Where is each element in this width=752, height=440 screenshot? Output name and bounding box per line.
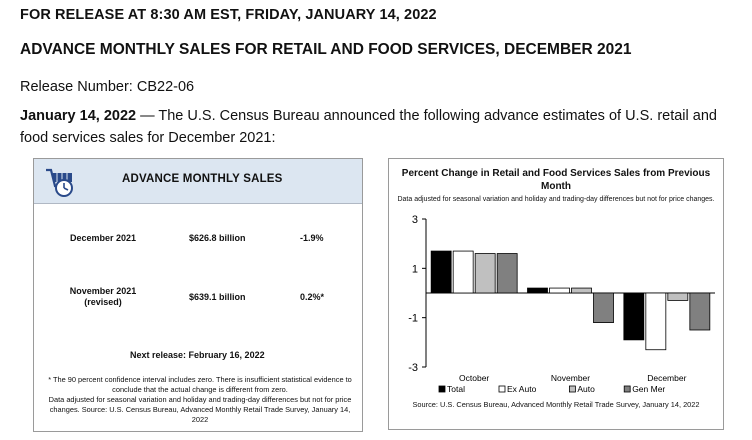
chart-source: Source: U.S. Census Bureau, Advanced Mon…	[412, 400, 700, 409]
shopping-cart-clock-icon	[46, 168, 73, 197]
release-line: FOR RELEASE AT 8:30 AM EST, FRIDAY, JANU…	[20, 7, 437, 23]
footnote-confidence: * The 90 percent confidence interval inc…	[48, 375, 352, 394]
row-label-december: December 2021	[58, 233, 148, 244]
bar-total-december	[623, 292, 645, 341]
legend-label: Gen Mer	[632, 384, 665, 394]
y-tick-label: 3	[412, 214, 418, 226]
row-label-november: November 2021 (revised)	[58, 286, 148, 308]
bar-auto-december	[667, 292, 689, 301]
row-change-december: -1.9%	[300, 233, 324, 243]
bar-auto-october	[474, 253, 496, 294]
bar-ex-auto-december	[645, 292, 667, 351]
bar-ex-auto-november	[549, 287, 570, 294]
row-label-line2: (revised)	[84, 297, 122, 307]
y-tick-label: 1	[412, 263, 418, 275]
y-tick-label: -3	[408, 362, 418, 374]
legend-swatch	[568, 385, 576, 393]
bar-total-november	[527, 287, 548, 294]
row-amount-december: $626.8 billion	[189, 233, 246, 243]
chart-box: Percent Change in Retail and Food Servic…	[388, 158, 724, 430]
x-category-label: October	[459, 373, 489, 383]
row-change-november: 0.2%*	[300, 292, 325, 302]
row-label-line1: December 2021	[69, 233, 137, 243]
bar-chart: 3 1 -1 -3 October November December Total Ex Aut…	[408, 214, 715, 394]
legend-label: Auto	[577, 384, 595, 394]
sales-box-header: ADVANCE MONTHLY SALES	[34, 159, 362, 204]
page-title: ADVANCE MONTHLY SALES FOR RETAIL AND FOO…	[20, 41, 632, 58]
legend-swatch	[438, 385, 446, 393]
sales-box-title: ADVANCE MONTHLY SALES	[122, 173, 283, 185]
x-category-label: November	[551, 373, 590, 383]
legend-swatch	[623, 385, 631, 393]
legend-swatch	[498, 385, 506, 393]
bar-gen-mer-november	[593, 292, 614, 324]
legend-label: Ex Auto	[507, 384, 537, 394]
intro-paragraph: January 14, 2022 — The U.S. Census Burea…	[20, 105, 732, 149]
row-label-line1: November 2021	[69, 286, 137, 296]
bar-gen-mer-december	[689, 292, 711, 331]
chart-title: Percent Change in Retail and Food Servic…	[401, 168, 711, 192]
bar-ex-auto-october	[452, 250, 474, 294]
bar-total-october	[430, 250, 452, 294]
next-release: Next release: February 16, 2022	[130, 350, 265, 360]
row-amount-november: $639.1 billion	[189, 292, 246, 302]
legend-label: Total	[447, 384, 465, 394]
x-category-label: December	[647, 373, 686, 383]
intro-text: — The U.S. Census Bureau announced the f…	[20, 108, 717, 146]
footnote-source: Data adjusted for seasonal variation and…	[48, 395, 352, 424]
chart-subtitle: Data adjusted for seasonal variation and…	[397, 196, 715, 203]
footnote: * The 90 percent confidence interval inc…	[44, 375, 356, 425]
y-tick-label: -1	[408, 313, 418, 325]
intro-date: January 14, 2022	[20, 108, 137, 124]
advance-sales-box: ADVANCE MONTHLY SALES December 2021 $626…	[33, 158, 363, 432]
bar-auto-november	[571, 287, 592, 294]
release-number: Release Number: CB22-06	[20, 79, 195, 95]
bar-gen-mer-october	[496, 253, 518, 294]
